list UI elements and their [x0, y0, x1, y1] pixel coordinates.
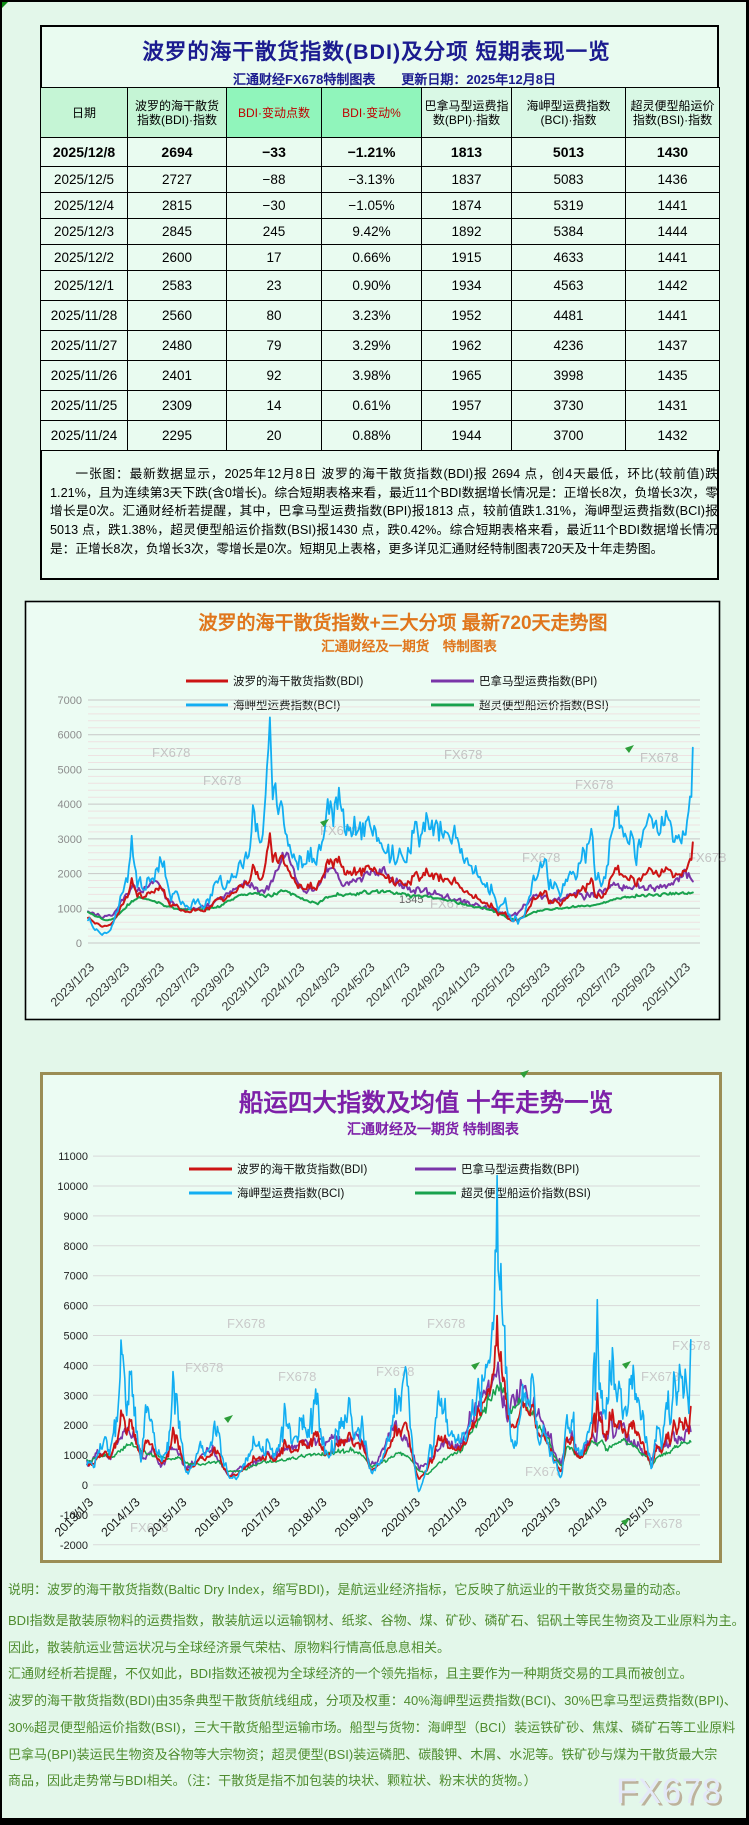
svg-text:波罗的海干散货指数+三大分项 最新720天走势图: 波罗的海干散货指数+三大分项 最新720天走势图 — [198, 611, 607, 634]
svg-text:9000: 9000 — [64, 1211, 88, 1223]
svg-text:1345: 1345 — [399, 894, 423, 906]
svg-text:FX678: FX678 — [278, 1369, 316, 1384]
svg-text:FX678: FX678 — [640, 750, 678, 765]
svg-text:FX678: FX678 — [575, 777, 613, 792]
svg-text:10000: 10000 — [57, 1181, 88, 1193]
svg-text:-1000: -1000 — [60, 1510, 88, 1522]
svg-text:11000: 11000 — [58, 1151, 88, 1163]
svg-text:FX678: FX678 — [427, 1316, 465, 1331]
svg-text:3000: 3000 — [58, 834, 82, 846]
svg-text:FX678: FX678 — [376, 1364, 414, 1379]
svg-text:1000: 1000 — [64, 1450, 88, 1462]
svg-text:汇通财经及一期货 特制图表: 汇通财经及一期货 特制图表 — [321, 638, 497, 654]
svg-text:1000: 1000 — [58, 903, 82, 915]
svg-text:7000: 7000 — [58, 695, 82, 707]
svg-text:FX678: FX678 — [185, 1360, 223, 1375]
svg-text:2000: 2000 — [58, 869, 82, 881]
svg-text:汇通财经及一期货 特制图表: 汇通财经及一期货 特制图表 — [347, 1121, 520, 1137]
svg-text:0: 0 — [76, 938, 82, 950]
svg-text:船运四大指数及均值 十年走势一览: 船运四大指数及均值 十年走势一览 — [239, 1088, 613, 1117]
svg-text:FX678: FX678 — [203, 773, 241, 788]
svg-text:FX678: FX678 — [227, 1316, 265, 1331]
svg-text:7000: 7000 — [64, 1271, 88, 1283]
svg-text:波罗的海干散货指数(BDI): 波罗的海干散货指数(BDI) — [233, 674, 363, 688]
svg-text:FX678: FX678 — [641, 1369, 679, 1384]
svg-text:5000: 5000 — [58, 764, 82, 776]
svg-text:FX678: FX678 — [688, 850, 726, 865]
svg-text:3000: 3000 — [64, 1390, 88, 1402]
svg-text:-2000: -2000 — [60, 1540, 88, 1552]
svg-text:巴拿马型运费指数(BPI): 巴拿马型运费指数(BPI) — [461, 1162, 579, 1176]
svg-text:FX678: FX678 — [152, 745, 190, 760]
svg-text:2000: 2000 — [64, 1420, 88, 1432]
svg-text:8000: 8000 — [64, 1241, 88, 1253]
svg-text:5000: 5000 — [64, 1331, 88, 1343]
svg-text:超灵便型船运价指数(BSI): 超灵便型船运价指数(BSI) — [461, 1186, 591, 1200]
svg-text:FX678: FX678 — [444, 747, 482, 762]
svg-text:FX678: FX678 — [525, 1464, 563, 1479]
svg-text:海岬型运费指数(BCI): 海岬型运费指数(BCI) — [237, 1186, 344, 1200]
svg-text:波罗的海干散货指数(BDI): 波罗的海干散货指数(BDI) — [237, 1162, 367, 1176]
svg-text:FX678: FX678 — [644, 1516, 682, 1531]
svg-text:4000: 4000 — [64, 1360, 88, 1372]
svg-text:海岬型运费指数(BCI): 海岬型运费指数(BCI) — [233, 698, 340, 712]
svg-text:0: 0 — [82, 1480, 88, 1492]
svg-text:FX678: FX678 — [522, 850, 560, 865]
svg-text:6000: 6000 — [58, 730, 82, 742]
svg-text:6000: 6000 — [64, 1301, 88, 1313]
svg-text:4000: 4000 — [58, 799, 82, 811]
svg-text:超灵便型船运价指数(BSI): 超灵便型船运价指数(BSI) — [479, 698, 609, 712]
svg-text:FX678: FX678 — [130, 1520, 168, 1535]
svg-text:巴拿马型运费指数(BPI): 巴拿马型运费指数(BPI) — [479, 674, 597, 688]
